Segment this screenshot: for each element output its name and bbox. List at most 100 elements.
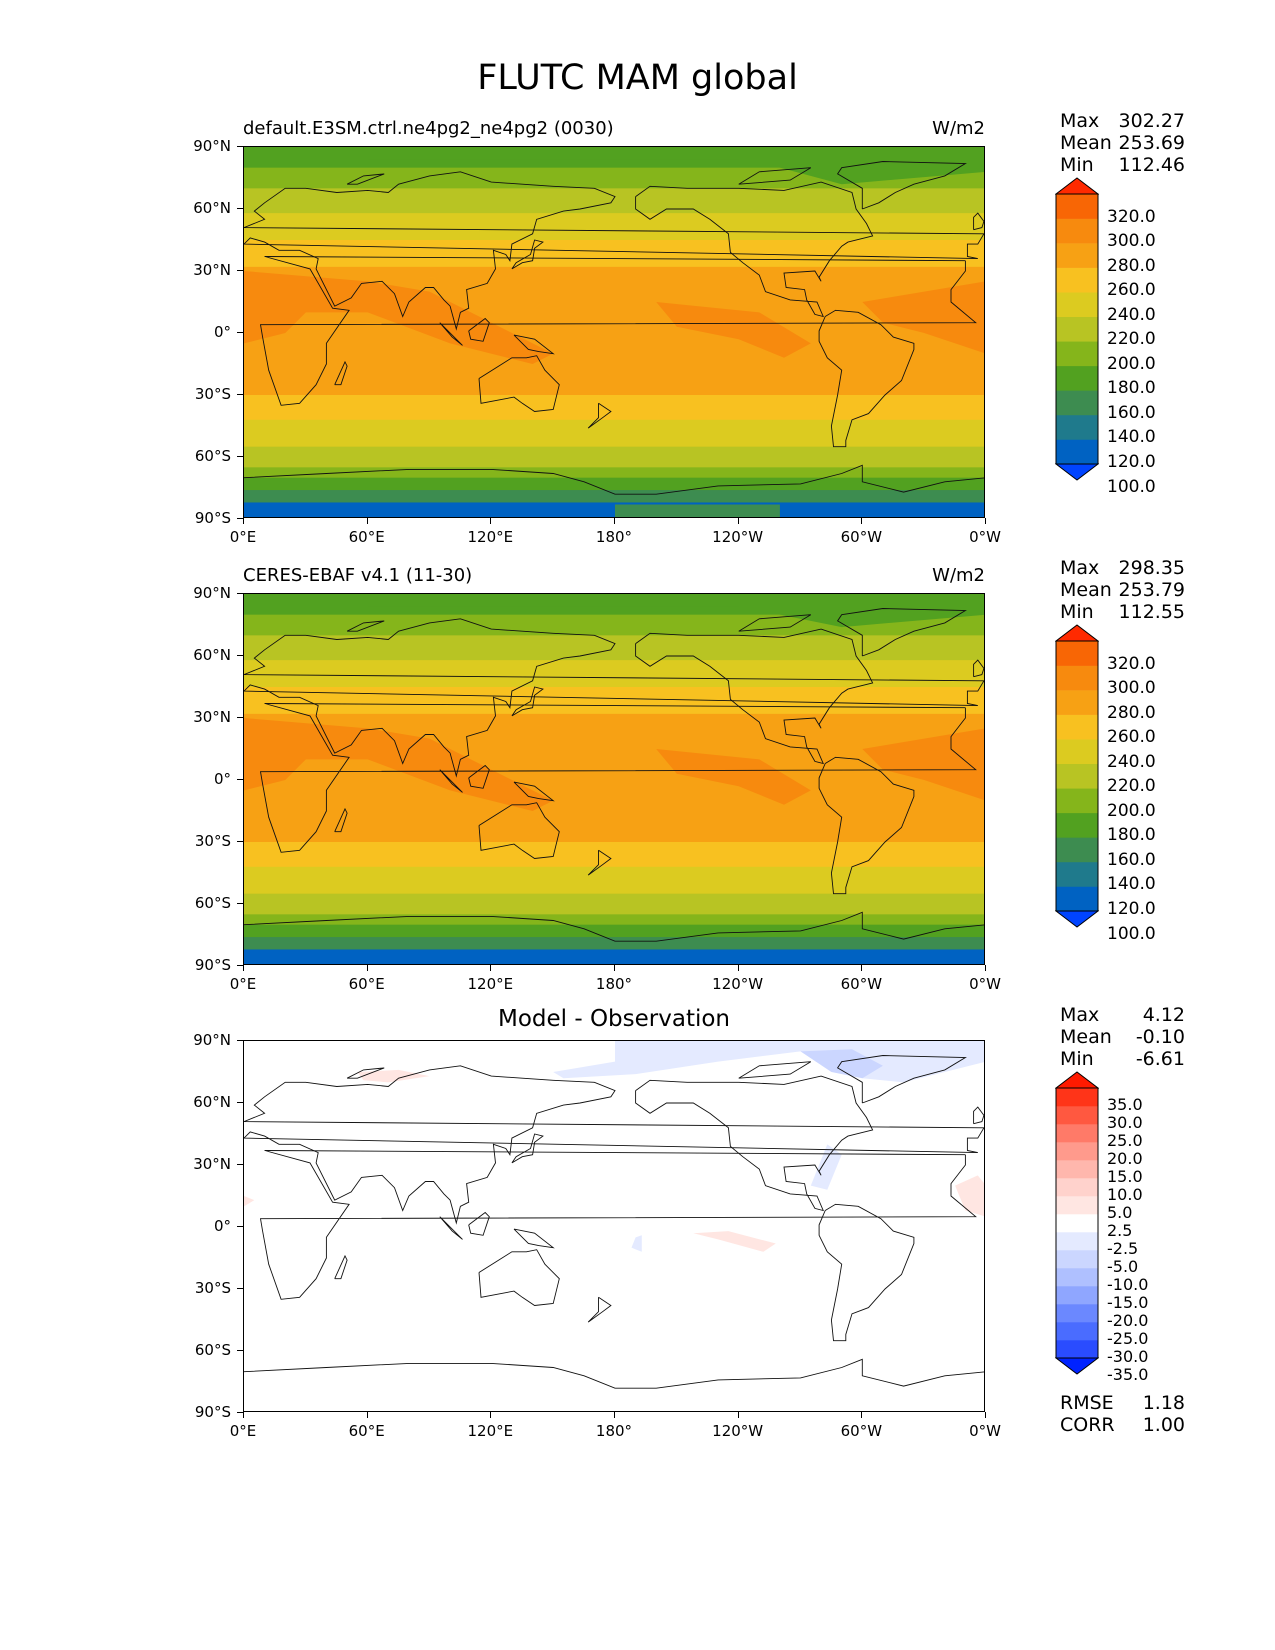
colorbar-frame: [1055, 193, 1099, 465]
contour-band: [244, 167, 984, 189]
colorbar-tick-label: -35.0: [1107, 1365, 1149, 1384]
lat-tick: [237, 965, 243, 966]
lat-tick-label: 90°S: [194, 956, 231, 974]
colorbar-tick-label: -5.0: [1107, 1257, 1139, 1276]
colorbar-segment: [1056, 690, 1098, 715]
stat-label: CORR: [1060, 1414, 1115, 1436]
colorbar-frame: [1055, 1087, 1099, 1359]
colorbar-segment: [1056, 886, 1098, 912]
contour-band: [553, 1041, 984, 1083]
lon-tick-label: 180°: [595, 528, 633, 546]
lat-tick: [237, 841, 243, 842]
coastline: [439, 1216, 463, 1240]
coastline: [818, 756, 915, 895]
lon-tick: [985, 1412, 986, 1418]
lat-tick-label: 60°S: [194, 1341, 231, 1359]
contour-band: [244, 1196, 255, 1207]
colorbar-tick-label: 280.0: [1107, 255, 1156, 276]
colorbar-extend-min: [1055, 463, 1099, 481]
coastline: [346, 1067, 385, 1079]
stat-label: Min: [1060, 1048, 1094, 1070]
coastline: [468, 764, 490, 789]
lon-tick: [490, 965, 492, 971]
colorbar-segment: [1056, 1124, 1098, 1143]
colorbar-segment: [1056, 812, 1098, 838]
colorbar-tick-label: 160.0: [1107, 402, 1156, 423]
contour-band: [244, 924, 984, 938]
colorbar-tick-label: 180.0: [1107, 825, 1156, 846]
colorbar-segment: [1056, 1106, 1098, 1125]
lat-tick: [237, 518, 243, 519]
coastline: [635, 628, 874, 765]
lon-tick-label: 0°W: [969, 975, 1001, 993]
lon-tick: [737, 965, 739, 971]
lon-tick-label: 0°E: [229, 1422, 257, 1440]
colorbar-tick-label: 200.0: [1107, 800, 1156, 821]
lat-tick-label: 0°: [213, 323, 231, 341]
lon-tick: [243, 1412, 244, 1418]
lon-tick-label: 120°E: [467, 1422, 514, 1440]
colorbar-segment: [1056, 714, 1098, 740]
colorbar-segment: [1056, 194, 1098, 219]
stat-value: -6.61: [1135, 1048, 1185, 1070]
colorbar-tick-label: 10.0: [1107, 1185, 1143, 1204]
colorbar-segment: [1056, 1142, 1098, 1161]
lat-tick-label: 30°S: [194, 1279, 231, 1297]
lat-tick-label: 0°: [213, 770, 231, 788]
contour-band: [800, 1049, 883, 1079]
colorbar-tick-label: -2.5: [1107, 1239, 1139, 1258]
contour-band: [656, 749, 811, 805]
coastline: [334, 1254, 348, 1280]
lat-tick-label: 90°N: [193, 137, 231, 155]
coastline: [346, 620, 385, 632]
coastline: [635, 1075, 874, 1212]
coastline: [478, 355, 560, 412]
lat-tick: [237, 332, 243, 333]
colorbar-segment: [1056, 861, 1098, 887]
colorbar-segment: [1056, 641, 1098, 666]
colorbar-tick-label: -15.0: [1107, 1293, 1149, 1312]
lat-tick-label: 30°N: [193, 261, 231, 279]
colorbar-tick-label: 300.0: [1107, 678, 1156, 699]
colorbar-segment: [1056, 788, 1098, 814]
colorbar: [1055, 624, 1099, 928]
colorbar-segment: [1056, 341, 1098, 367]
lon-tick: [861, 518, 863, 524]
lat-tick: [237, 1350, 243, 1351]
colorbar-extend-max: [1055, 1071, 1099, 1089]
lat-tick: [237, 903, 243, 904]
colorbar-extend-min: [1055, 910, 1099, 928]
lon-tick: [243, 518, 244, 524]
lat-tick: [237, 146, 243, 147]
colorbar-tick-label: 5.0: [1107, 1203, 1133, 1222]
map-panel: [243, 146, 985, 518]
lat-tick-label: 30°N: [193, 708, 231, 726]
contour-band: [244, 240, 984, 268]
colorbar-segment: [1056, 837, 1098, 863]
contour-band: [357, 1069, 430, 1083]
lon-tick: [366, 518, 368, 524]
lat-tick: [237, 593, 243, 594]
coastline: [511, 1133, 544, 1164]
coastline: [439, 769, 463, 793]
coastline: [513, 334, 555, 355]
stat-label: Max: [1060, 1004, 1100, 1026]
colorbar-extend-min: [1055, 1357, 1099, 1375]
lon-tick: [737, 1412, 739, 1418]
coastline: [259, 1150, 977, 1300]
colorbar-segment: [1056, 414, 1098, 440]
colorbar-segment: [1056, 316, 1098, 342]
colorbar-segment: [1056, 1268, 1098, 1287]
panel-units: W/m2: [932, 565, 985, 586]
stat-label: Mean: [1060, 579, 1112, 601]
contour-band: [244, 213, 984, 241]
stat-label: Min: [1060, 154, 1094, 176]
lon-tick-label: 120°W: [712, 528, 764, 546]
lat-tick: [237, 1164, 243, 1165]
lon-tick: [243, 965, 244, 971]
contour-band: [244, 477, 984, 491]
stat-value: 302.27: [1118, 110, 1185, 132]
coastline: [738, 167, 812, 185]
lat-tick-label: 30°S: [194, 832, 231, 850]
contour-band: [244, 302, 984, 365]
